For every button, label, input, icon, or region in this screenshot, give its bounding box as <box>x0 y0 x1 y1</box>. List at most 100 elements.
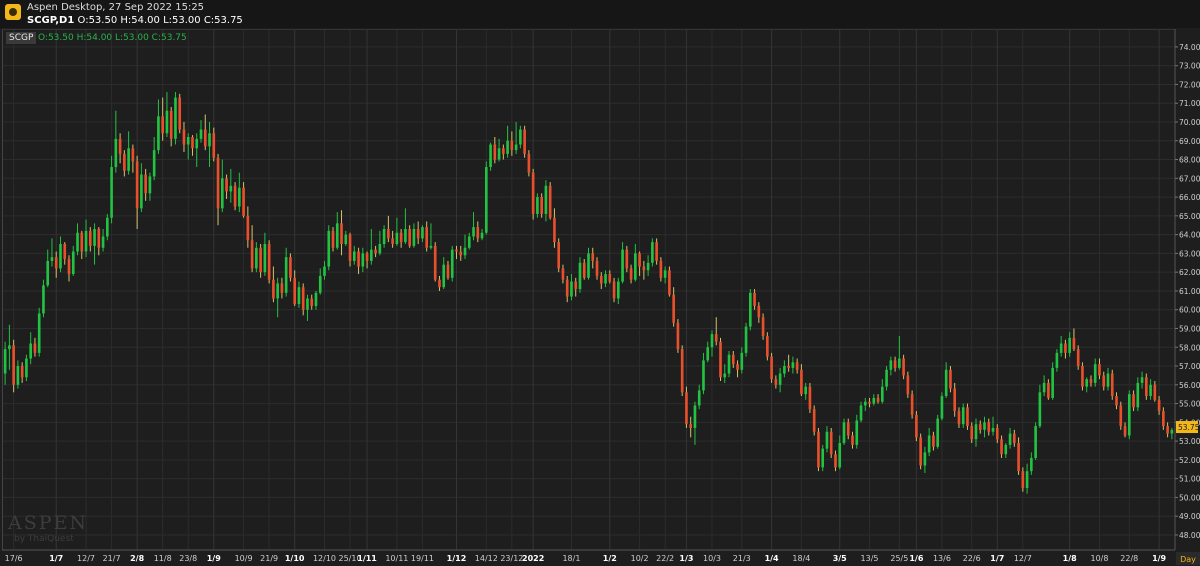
candle <box>37 307 41 357</box>
candle <box>1110 369 1114 400</box>
time-tick-label: 1/8 <box>1063 554 1077 563</box>
candle-body <box>1076 349 1080 367</box>
candle <box>548 182 552 220</box>
candle-body <box>795 362 799 370</box>
candle <box>323 260 326 280</box>
candle-body <box>787 366 790 368</box>
candle <box>267 240 271 284</box>
last-price-label: 53.75 <box>1178 423 1200 432</box>
candle-body <box>455 249 458 252</box>
candle-body <box>791 362 795 368</box>
candle <box>106 213 109 241</box>
candle <box>1157 396 1161 415</box>
candle-body <box>489 144 492 168</box>
candle <box>301 283 305 316</box>
candle <box>621 242 624 284</box>
symbol-tag[interactable]: SCGP <box>6 32 37 44</box>
candle-body <box>612 281 616 299</box>
candle-body <box>233 185 237 207</box>
candle-body <box>599 275 603 284</box>
candle-body <box>272 279 275 299</box>
candle-body <box>825 431 829 449</box>
candle-body <box>335 223 339 248</box>
candle-body <box>634 253 637 280</box>
candle <box>476 221 480 243</box>
time-tick-label: 10/11 <box>385 554 408 563</box>
candle-body <box>966 407 969 427</box>
candle <box>284 247 288 297</box>
candle-body <box>157 116 160 151</box>
candle-body <box>714 334 718 342</box>
candle <box>54 251 58 278</box>
chart-area[interactable] <box>2 29 1175 551</box>
price-tick-label: 68.00 <box>1179 156 1200 165</box>
candle <box>625 245 629 273</box>
candle <box>216 153 220 226</box>
time-tick-label: 1/9 <box>1152 554 1166 563</box>
price-tick-label: 51.00 <box>1179 475 1200 484</box>
candle-body <box>318 275 322 293</box>
candle-body <box>352 251 356 261</box>
candle <box>1042 375 1046 397</box>
candle-body <box>740 352 744 370</box>
time-tick-label: 1/12 <box>447 554 467 563</box>
candle <box>855 414 859 449</box>
candle-body <box>646 262 650 271</box>
candle <box>318 268 322 295</box>
aspen-watermark: ASPEN <box>8 512 89 534</box>
time-tick-label: 25/5 <box>890 554 908 563</box>
candle <box>1123 422 1127 438</box>
candle-body <box>753 292 756 306</box>
price-tick-label: 59.00 <box>1179 324 1200 333</box>
candle-body <box>983 422 986 430</box>
candle-body <box>174 97 177 139</box>
candle-body <box>63 244 67 260</box>
candle-body <box>361 253 365 267</box>
header-ohlc-values: O:53.50 H:54.00 L:53.00 C:53.75 <box>77 15 243 26</box>
time-tick-label: 22/8 <box>1120 554 1138 563</box>
candle-body <box>536 197 539 214</box>
candle <box>812 405 816 436</box>
candle <box>642 260 646 280</box>
candle <box>523 125 526 158</box>
candle-body <box>553 217 556 243</box>
candle <box>16 360 20 389</box>
candle <box>114 110 118 173</box>
candle <box>118 133 122 164</box>
candle <box>859 401 863 423</box>
candle-body <box>936 418 939 447</box>
candle-body <box>1017 442 1020 472</box>
candle-body <box>727 354 731 374</box>
candle-body <box>1166 426 1169 434</box>
candle <box>540 193 543 218</box>
candle <box>80 230 84 260</box>
candle-body <box>250 240 254 269</box>
candle-body <box>689 424 693 428</box>
candle-body <box>595 260 599 276</box>
candle-body <box>706 347 710 361</box>
candle <box>148 172 152 201</box>
candle <box>1145 373 1148 400</box>
time-tick-label: 12/7 <box>77 554 95 563</box>
candle <box>978 420 982 434</box>
candle-body <box>668 270 671 295</box>
candle-body <box>1089 379 1093 383</box>
candle-body <box>442 264 446 288</box>
candle-body <box>161 116 165 134</box>
time-tick-label: 22/6 <box>963 554 981 563</box>
candle-body <box>510 140 514 151</box>
candle <box>646 255 650 276</box>
candle-body <box>685 392 688 425</box>
candle <box>421 225 424 243</box>
candle-body <box>949 369 952 389</box>
candle-body <box>480 232 484 239</box>
candle <box>255 242 258 273</box>
time-tick-label: 1/2 <box>603 554 617 563</box>
candle-body <box>851 435 854 445</box>
candle-body <box>378 244 382 254</box>
candle-body <box>1115 396 1118 406</box>
candle <box>276 277 279 318</box>
candle <box>331 227 335 252</box>
candle-body <box>757 305 761 318</box>
